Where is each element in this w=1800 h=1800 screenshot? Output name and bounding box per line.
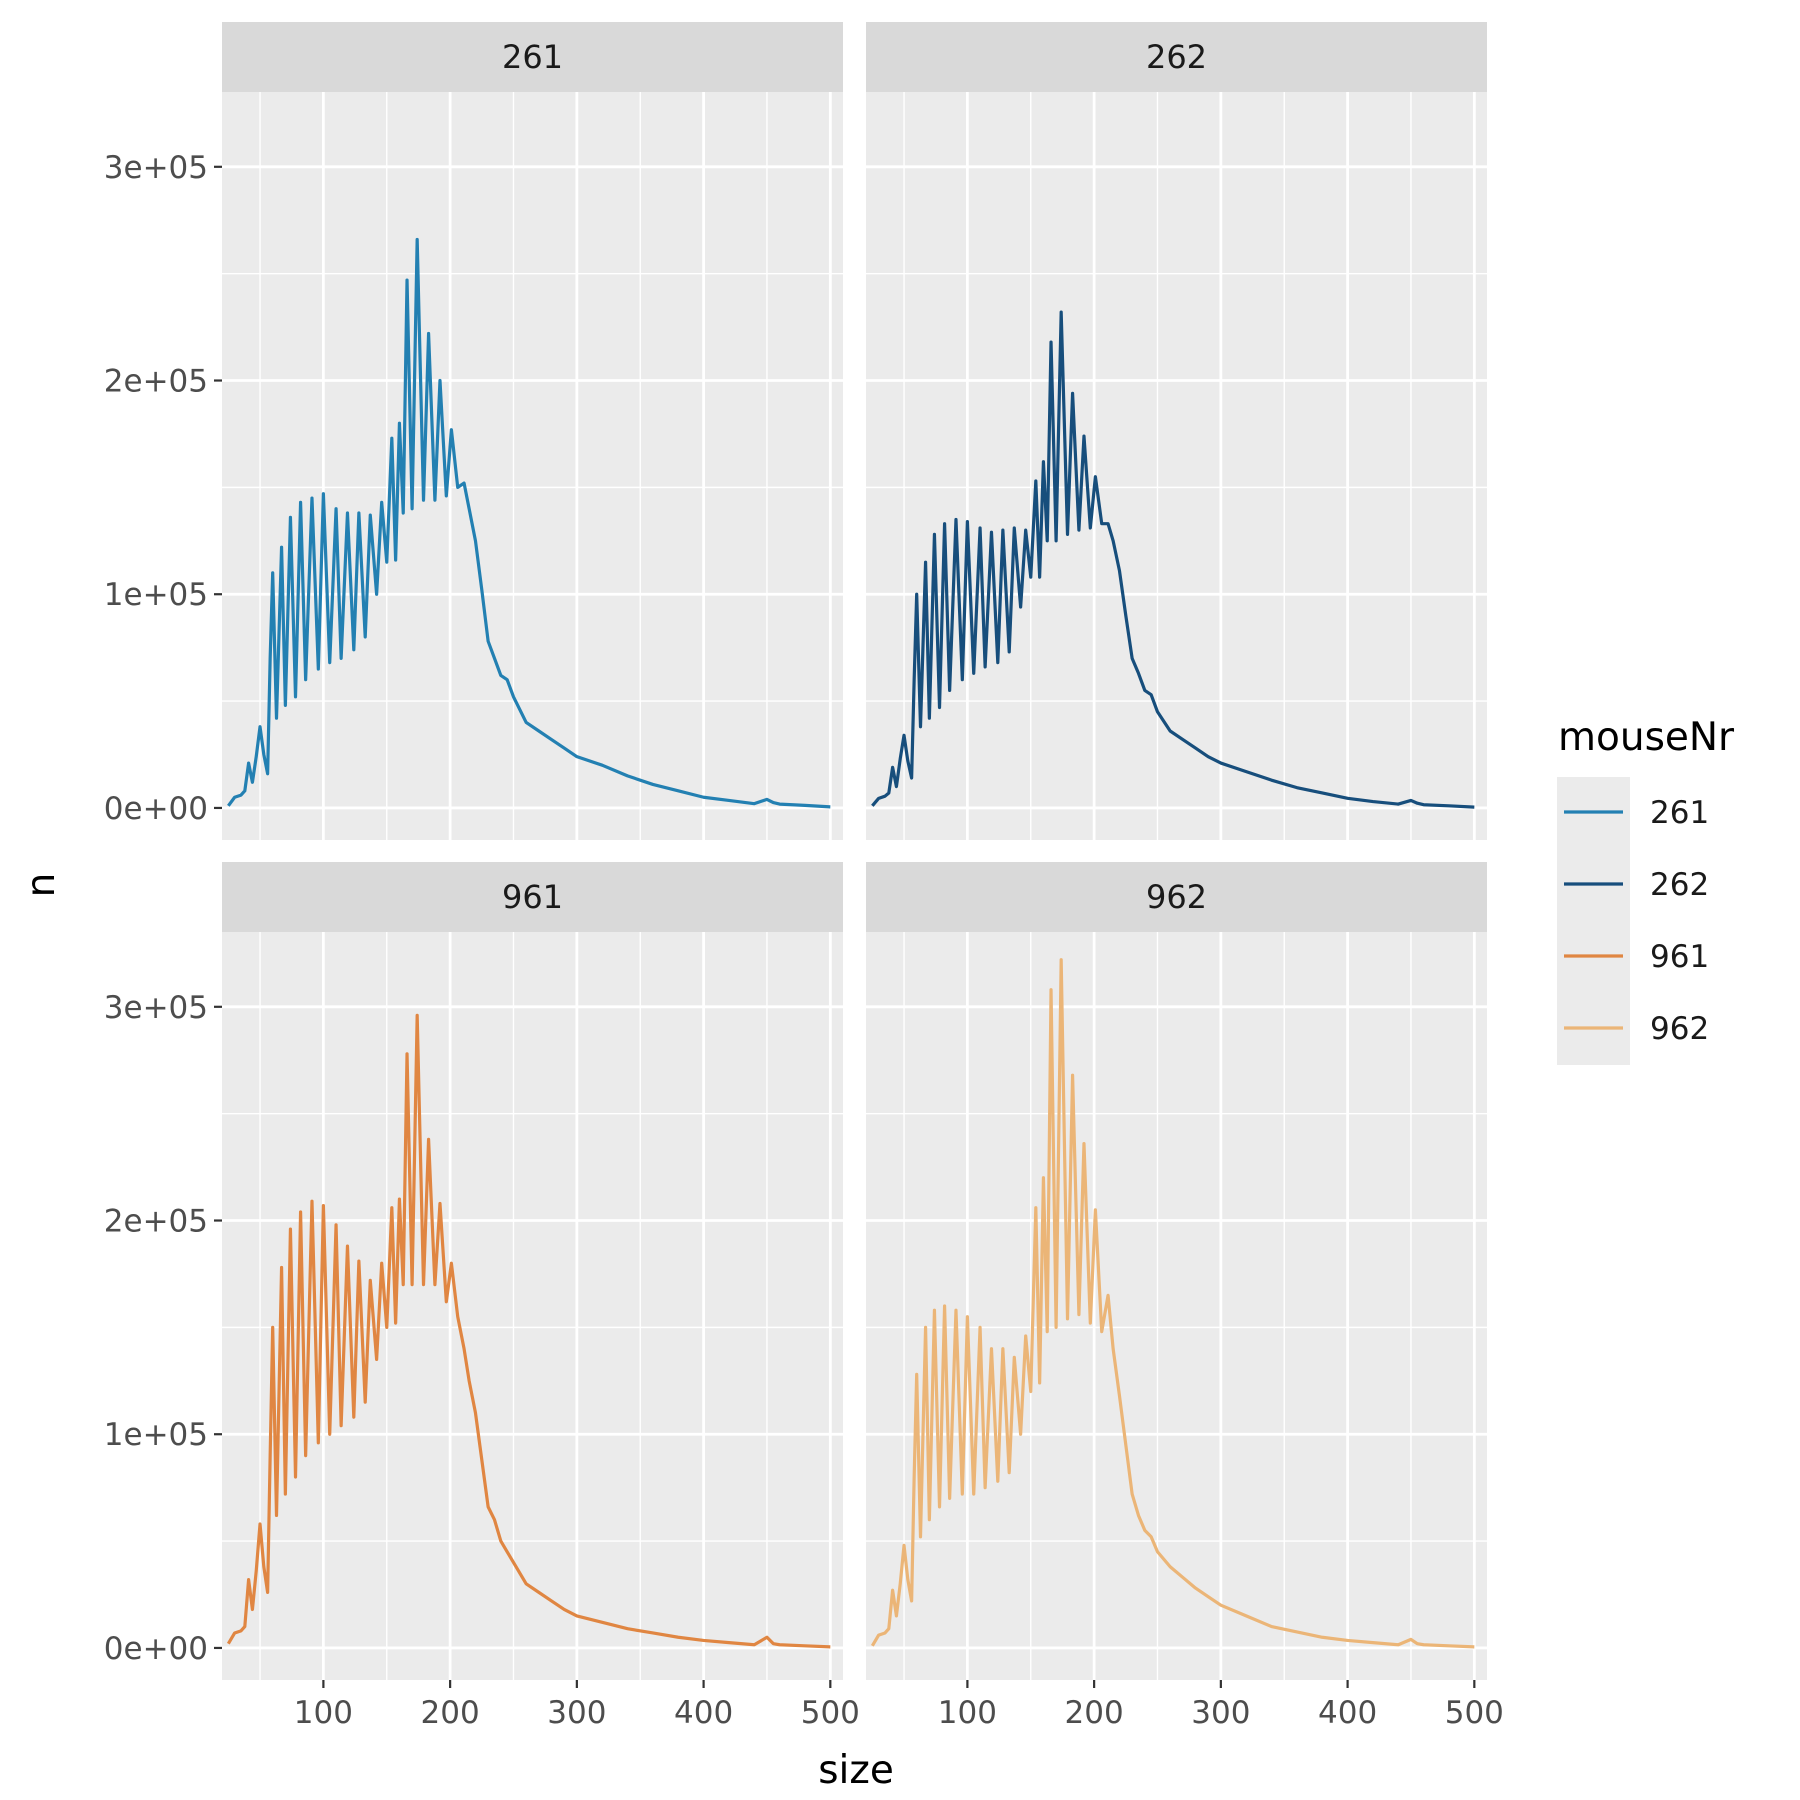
- strip-261: [222, 22, 843, 92]
- x-tick-label: 300: [1191, 1695, 1250, 1731]
- x-tick-label: 300: [547, 1695, 606, 1731]
- strip-962: [866, 862, 1487, 932]
- plot-background: [866, 932, 1487, 1680]
- y-tick-label: 3e+05: [104, 150, 208, 186]
- strip-961: [222, 862, 843, 932]
- y-tick-label: 1e+05: [104, 1417, 208, 1453]
- y-tick-label: 0e+00: [104, 1631, 208, 1667]
- legend-label: 262: [1650, 867, 1709, 903]
- legend-label: 261: [1650, 795, 1709, 831]
- legend-title: mouseNr: [1558, 715, 1735, 760]
- plot-background: [866, 92, 1487, 840]
- x-tick-label: 200: [1065, 1695, 1124, 1731]
- series-line-261: [227, 237, 831, 809]
- panel-962: 962: [866, 862, 1487, 1680]
- series-line-962: [870, 958, 1475, 1649]
- strip-label: 961: [502, 878, 563, 916]
- y-tick-label: 2e+05: [104, 364, 208, 400]
- x-tick-label: 100: [294, 1695, 353, 1731]
- x-tick-label: 500: [1445, 1695, 1504, 1731]
- series-line-262: [871, 310, 1475, 809]
- legend: mouseNr 261 262 961 962: [1557, 715, 1735, 1065]
- legend-label: 961: [1650, 939, 1709, 975]
- x-tick-label: 400: [674, 1695, 733, 1731]
- strip-262: [866, 22, 1487, 92]
- y-tick-label: 1e+05: [104, 577, 208, 613]
- x-axis-title: size: [818, 1748, 894, 1793]
- y-tick-label: 2e+05: [104, 1204, 208, 1240]
- plot-background: [222, 92, 843, 840]
- series-line-961: [226, 1013, 831, 1649]
- x-tick-label: 400: [1318, 1695, 1377, 1731]
- x-tick-label: 500: [801, 1695, 860, 1731]
- y-tick-label: 0e+00: [104, 791, 208, 827]
- panel-261: 261: [222, 22, 843, 840]
- x-tick-label: 100: [938, 1695, 997, 1731]
- strip-label: 261: [502, 38, 563, 76]
- x-tick-label: 200: [421, 1695, 480, 1731]
- y-tick-label: 3e+05: [104, 990, 208, 1026]
- panel-961: 961: [222, 862, 843, 1680]
- legend-label: 962: [1650, 1011, 1709, 1047]
- strip-label: 262: [1146, 38, 1207, 76]
- strip-label: 962: [1146, 878, 1207, 916]
- y-axis-title: n: [19, 873, 64, 898]
- panel-262: 262: [866, 22, 1487, 840]
